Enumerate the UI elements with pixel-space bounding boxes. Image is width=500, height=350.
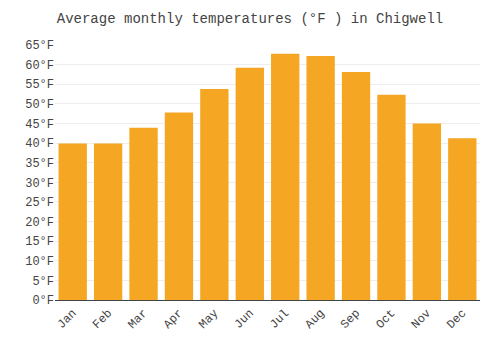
svg-text:Dec: Dec: [444, 307, 469, 332]
svg-text:40°F: 40°F: [25, 137, 54, 151]
svg-text:30°F: 30°F: [25, 177, 54, 191]
svg-text:25°F: 25°F: [25, 196, 54, 210]
svg-text:Sep: Sep: [338, 307, 363, 332]
svg-text:Average monthly temperatures (: Average monthly temperatures (°F ) in Ch…: [57, 11, 443, 27]
svg-text:Jan: Jan: [55, 307, 80, 332]
svg-text:55°F: 55°F: [25, 78, 54, 92]
svg-text:Apr: Apr: [161, 307, 186, 332]
svg-text:5°F: 5°F: [32, 275, 54, 289]
svg-text:Aug: Aug: [303, 307, 328, 332]
svg-text:50°F: 50°F: [25, 98, 54, 112]
svg-text:65°F: 65°F: [25, 39, 54, 53]
svg-text:Mar: Mar: [125, 307, 150, 332]
svg-text:Jul: Jul: [267, 307, 292, 332]
svg-text:15°F: 15°F: [25, 235, 54, 249]
svg-text:Jun: Jun: [232, 307, 257, 332]
svg-text:20°F: 20°F: [25, 216, 54, 230]
svg-text:45°F: 45°F: [25, 118, 54, 132]
svg-text:Oct: Oct: [373, 307, 398, 332]
svg-text:35°F: 35°F: [25, 157, 54, 171]
svg-text:Feb: Feb: [90, 307, 115, 332]
svg-text:60°F: 60°F: [25, 59, 54, 73]
svg-text:Nov: Nov: [409, 307, 434, 332]
svg-text:0°F: 0°F: [32, 294, 54, 308]
svg-text:10°F: 10°F: [25, 255, 54, 269]
svg-text:May: May: [196, 307, 221, 332]
